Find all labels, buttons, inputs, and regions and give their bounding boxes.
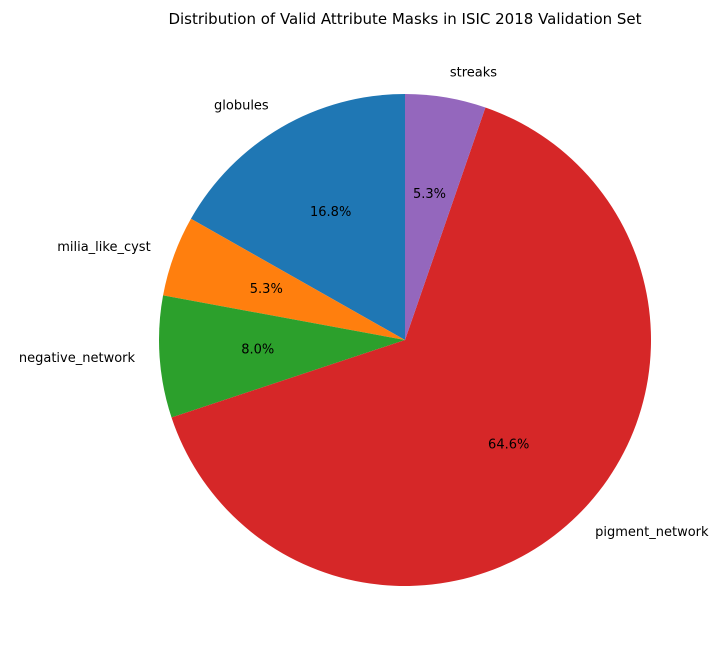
pct-label-streaks: 5.3% xyxy=(413,187,446,202)
slices-layer xyxy=(158,94,652,587)
slice-label-pigment-network: pigment_network xyxy=(595,525,709,540)
pie-slice-globules xyxy=(190,94,405,340)
pie-slice-negative-network xyxy=(158,295,405,418)
pie-slice-pigment-network xyxy=(171,107,652,587)
pct-label-pigment-network: 64.6% xyxy=(488,438,529,453)
slice-label-milia-like-cyst: milia_like_cyst xyxy=(57,240,150,255)
chart-title: Distribution of Valid Attribute Masks in… xyxy=(168,10,641,28)
pct-label-globules: 16.8% xyxy=(310,205,351,220)
slice-label-negative-network: negative_network xyxy=(19,351,136,366)
pct-label-milia-like-cyst: 5.3% xyxy=(250,282,283,297)
slice-label-streaks: streaks xyxy=(450,66,497,81)
pie-slice-streaks xyxy=(405,94,486,340)
labels-layer: globules 16.8% milia_like_cyst 5.3% negative… xyxy=(19,66,709,540)
pie-slice-milia-like-cyst xyxy=(163,218,405,340)
slice-label-globules: globules xyxy=(214,99,269,114)
pct-label-negative-network: 8.0% xyxy=(241,343,274,358)
